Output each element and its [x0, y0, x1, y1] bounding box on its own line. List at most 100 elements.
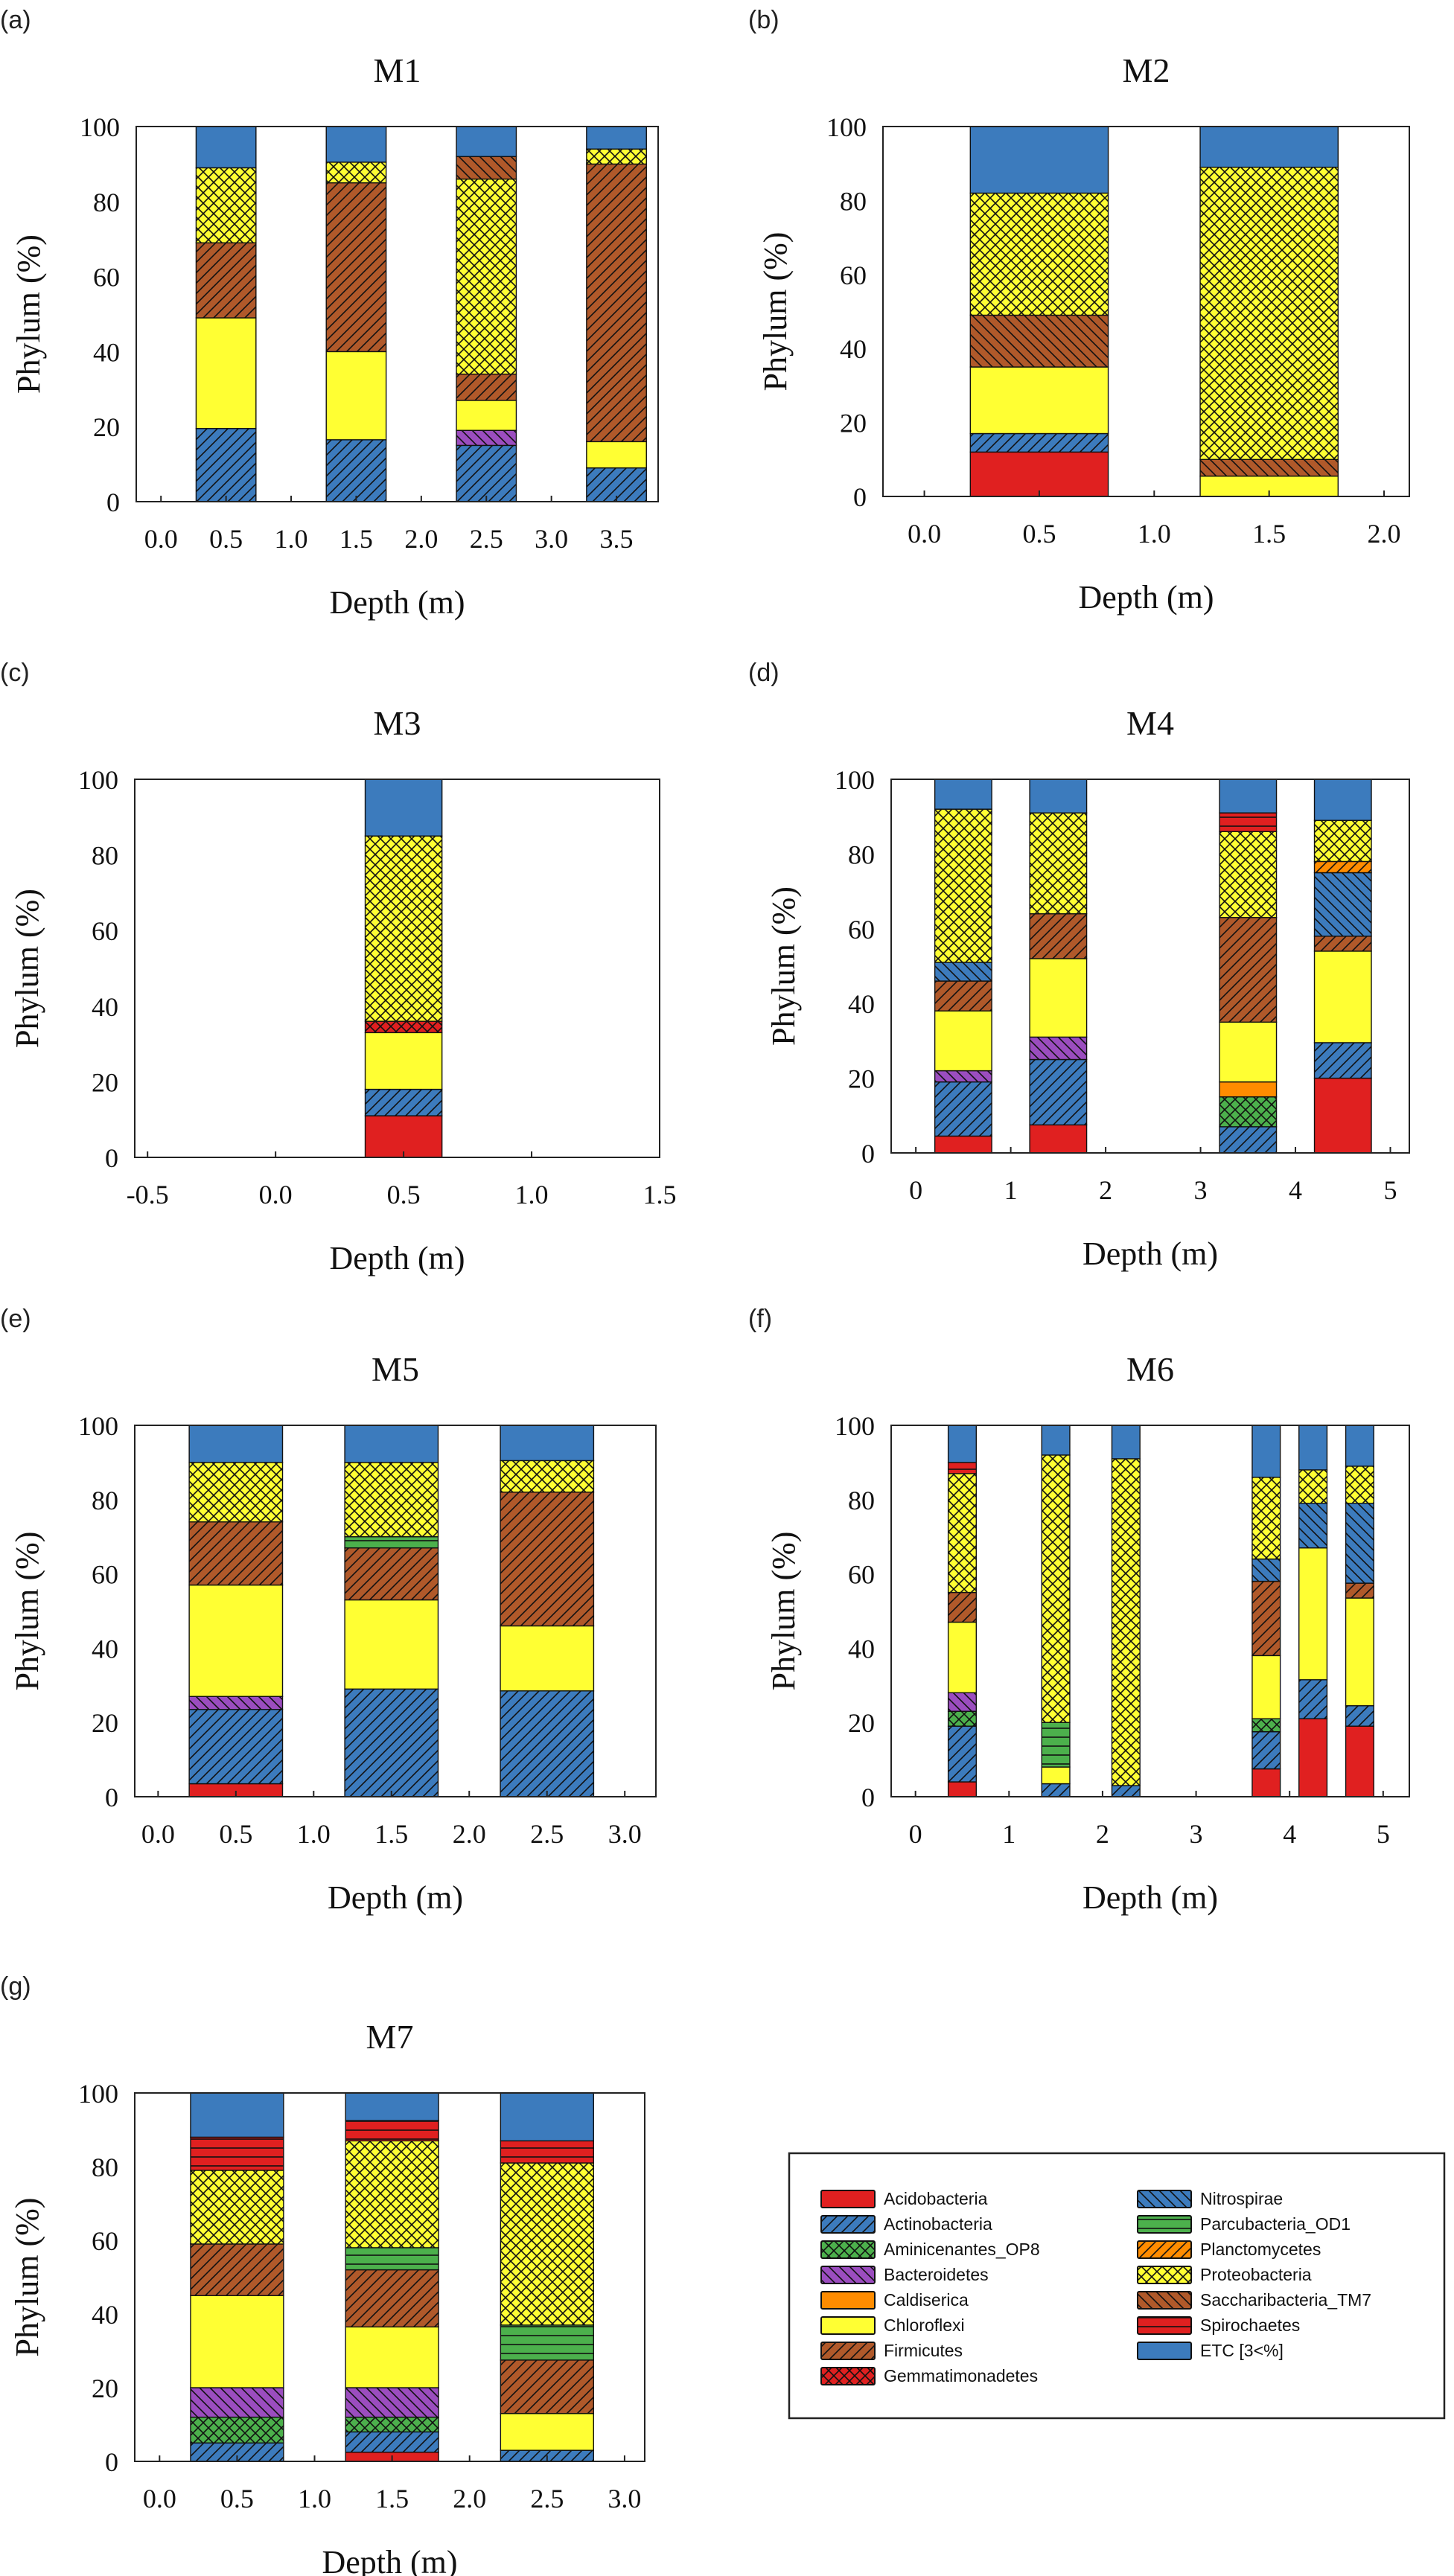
bar-segment-firmicutes: [344, 1547, 439, 1601]
plot-frame: [134, 1425, 657, 1797]
legend-swatch: [820, 2215, 876, 2234]
legend-item-saccharibacteria-tm7: Saccharibacteria_TM7: [1137, 2290, 1371, 2310]
panel-label: (f): [748, 1305, 772, 1333]
bar-segment-proteobacteria: [344, 1462, 439, 1538]
bar-depth-0-5: [188, 1425, 284, 1797]
x-tick-label: 4: [1283, 1819, 1296, 1849]
y-tick-label: 20: [848, 1064, 875, 1094]
bar-segment-proteobacteria: [969, 192, 1109, 316]
bar-depth-4-25: [1298, 1425, 1328, 1797]
bar-segment-actinobacteria: [325, 439, 387, 502]
chart-panel-m5: (e) M5 0 20 40 60 80 100 0.0 0.5 1.0 1.5 2.0 2.5 3.0 De…: [0, 1305, 657, 1916]
x-tick-label: 2.0: [404, 524, 438, 554]
x-tick-label: 1: [1004, 1175, 1018, 1205]
bar-segment-etc-3: [344, 1425, 439, 1463]
bar-segment-etc-3: [325, 126, 387, 163]
legend-box: [788, 2152, 1446, 2420]
bar-segment-firmicutes: [456, 373, 517, 401]
bar-segment-saccharibacteria-tm7: [969, 314, 1109, 368]
chart-panel-m2: (b) M2 0 20 40 60 80 100 0.0 0.5 1.0 1.5 2.0 Depth (m…: [748, 6, 1410, 616]
legend-swatch: [1137, 2291, 1192, 2310]
x-tick-label: 5: [1377, 1819, 1390, 1849]
x-tick-label: 0.0: [908, 519, 941, 549]
legend-swatch: [1137, 2316, 1192, 2335]
y-tick-label: 100: [835, 765, 875, 795]
x-tick-label: 1.5: [643, 1180, 677, 1209]
y-tick-label: 60: [93, 263, 120, 293]
bar-segment-chloroflexi: [1313, 950, 1372, 1043]
bar-segment-actinobacteria: [364, 1088, 443, 1116]
bar-segment-actinobacteria: [1298, 1679, 1328, 1719]
bar-depth-0-5: [947, 1425, 978, 1797]
bar-segment-proteobacteria: [1298, 1469, 1328, 1504]
bar-segment-proteobacteria: [1313, 819, 1372, 863]
bar-segment-aminicenantes-op8: [1219, 1096, 1278, 1128]
legend-swatch: [820, 2291, 876, 2310]
bar-segment-acidobacteria: [1029, 1124, 1088, 1154]
chart-title: M6: [1126, 1350, 1174, 1388]
bar-segment-firmicutes: [188, 1521, 284, 1586]
legend-swatch: [820, 2240, 876, 2259]
legend-item-proteobacteria: Proteobacteria: [1137, 2265, 1312, 2284]
bar-segment-proteobacteria: [1111, 1458, 1141, 1786]
chart-title: M5: [372, 1350, 419, 1388]
x-tick-label: 0: [909, 1819, 922, 1849]
y-axis-label: Phylum (%): [765, 886, 802, 1046]
x-tick-label: 2: [1096, 1819, 1109, 1849]
x-tick-label: 1: [1002, 1819, 1015, 1849]
bar-segment-bacteroidetes: [188, 1696, 284, 1710]
bar-segment-chloroflexi: [456, 400, 517, 431]
bar-segment-proteobacteria: [934, 808, 992, 963]
bar-segment-acidobacteria: [934, 1135, 992, 1154]
x-axis-label: Depth (m): [322, 2544, 457, 2576]
bar-segment-etc-3: [969, 126, 1109, 194]
chart-title: M1: [374, 51, 421, 89]
bar-segment-bacteroidetes: [947, 1692, 978, 1712]
y-axis-label: Phylum (%): [765, 1532, 802, 1691]
legend-label: Planctomycetes: [1200, 2240, 1321, 2259]
bar-segment-nitrospirae: [1313, 872, 1372, 937]
bar-segment-acidobacteria: [1298, 1718, 1328, 1797]
panel-label: (b): [748, 6, 779, 34]
bar-segment-nitrospirae: [1298, 1503, 1328, 1549]
y-tick-label: 40: [92, 2300, 118, 2330]
bar-depth-0-5: [934, 779, 992, 1154]
y-tick-label: 100: [78, 2079, 118, 2109]
bar-segment-etc-3: [947, 1425, 978, 1463]
x-tick-label: 2: [1099, 1175, 1112, 1205]
bar-depth-2-5: [500, 2092, 594, 2462]
x-tick-label: 3.5: [600, 524, 634, 554]
bar-segment-firmicutes: [1029, 913, 1088, 959]
panel-label: (e): [0, 1305, 31, 1333]
bar-segment-acidobacteria: [364, 1115, 443, 1158]
plot-frame: [890, 1425, 1410, 1797]
bar-segment-actinobacteria: [1029, 1058, 1088, 1126]
y-tick-label: 60: [848, 915, 875, 945]
bar-segment-proteobacteria: [1029, 812, 1088, 915]
legend-swatch: [1137, 2266, 1192, 2284]
chart-title: M4: [1126, 704, 1174, 742]
bar-segment-etc-3: [1251, 1425, 1281, 1478]
bar-segment-firmicutes: [1313, 936, 1372, 952]
legend-item-actinobacteria: Actinobacteria: [820, 2214, 992, 2234]
bar-segment-planctomycetes: [1313, 860, 1372, 874]
y-tick-label: 80: [848, 840, 875, 869]
y-axis-label: Phylum (%): [9, 889, 45, 1048]
chart-title: M7: [366, 2018, 414, 2056]
bar-segment-etc-3: [1219, 779, 1278, 814]
panel-label: (c): [0, 659, 30, 687]
bar-segment-acidobacteria: [1251, 1768, 1281, 1797]
bar-depth-3-75: [1251, 1425, 1281, 1797]
bar-segment-chloroflexi: [969, 366, 1109, 435]
bar-depth-2-5: [456, 126, 517, 502]
x-tick-label: 2.5: [530, 1819, 564, 1849]
y-tick-label: 100: [80, 112, 120, 142]
y-tick-label: 0: [105, 1783, 118, 1812]
bar-segment-chloroflexi: [345, 2326, 439, 2388]
bar-segment-chloroflexi: [586, 441, 647, 469]
legend-item-etc-3: ETC [3<%]: [1137, 2341, 1284, 2360]
y-axis-label: Phylum (%): [10, 234, 47, 394]
x-tick-label: 3.0: [535, 524, 568, 554]
bar-segment-proteobacteria: [195, 167, 257, 243]
x-tick-label: 0.5: [220, 2484, 254, 2513]
